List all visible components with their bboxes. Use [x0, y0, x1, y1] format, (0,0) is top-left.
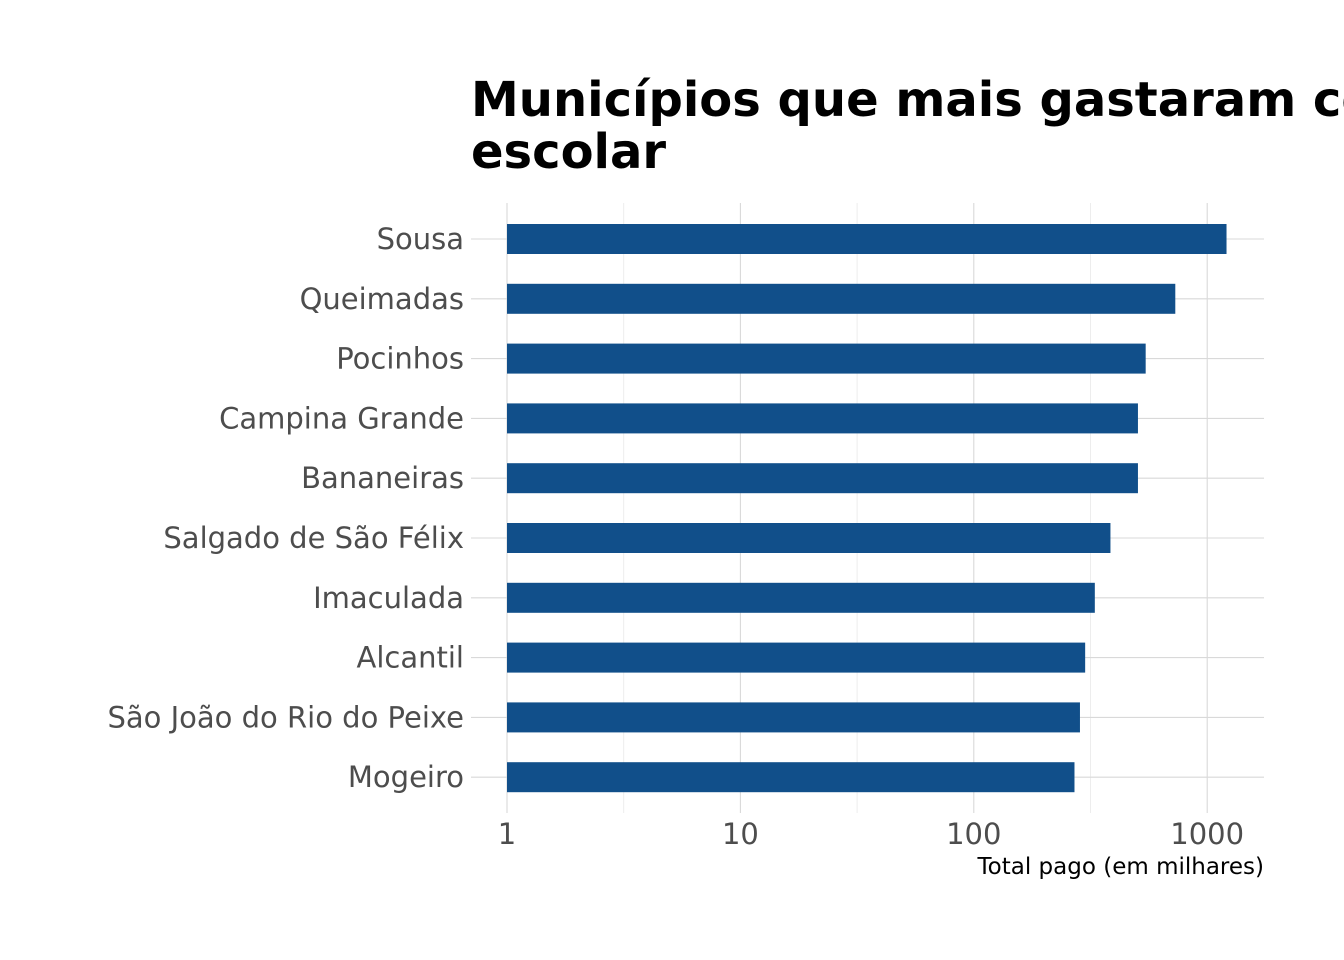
category-label: Queimadas — [300, 282, 464, 316]
bar-0 — [507, 224, 1227, 254]
category-labels: Sousa Queimadas Pocinhos Campina Grande Bana… — [107, 222, 464, 794]
bar-2 — [507, 343, 1146, 374]
bar-1 — [507, 283, 1176, 314]
chart-title: Municípios que mais gastaram com escolar — [471, 72, 1344, 180]
bar-8 — [507, 702, 1080, 733]
chart-title-line-2: escolar — [471, 124, 666, 180]
category-label: Bananeiras — [301, 461, 464, 495]
x-tick-labels: 1 10 100 1000 — [498, 817, 1244, 851]
category-label: São João do Rio do Peixe — [107, 700, 464, 734]
x-axis-title: Total pago (em milhares) — [977, 854, 1264, 880]
bar-5 — [507, 523, 1111, 553]
category-label: Campina Grande — [219, 401, 464, 435]
chart-title-line-1: Municípios que mais gastaram com — [471, 72, 1344, 128]
bar-9 — [507, 762, 1075, 793]
bars — [507, 224, 1227, 793]
x-tick-label: 1000 — [1170, 817, 1244, 851]
bar-7 — [507, 642, 1086, 673]
category-label: Sousa — [377, 222, 464, 256]
category-label: Imaculada — [313, 581, 464, 615]
x-tick-label: 100 — [946, 817, 1001, 851]
category-label: Mogeiro — [348, 760, 464, 794]
category-label: Alcantil — [357, 641, 464, 675]
x-tick-label: 10 — [722, 817, 759, 851]
bar-3 — [507, 403, 1138, 434]
bar-4 — [507, 463, 1138, 494]
category-label: Salgado de São Félix — [163, 521, 464, 555]
bar-6 — [507, 582, 1095, 613]
category-label: Pocinhos — [336, 342, 464, 376]
x-tick-label: 1 — [498, 817, 516, 851]
